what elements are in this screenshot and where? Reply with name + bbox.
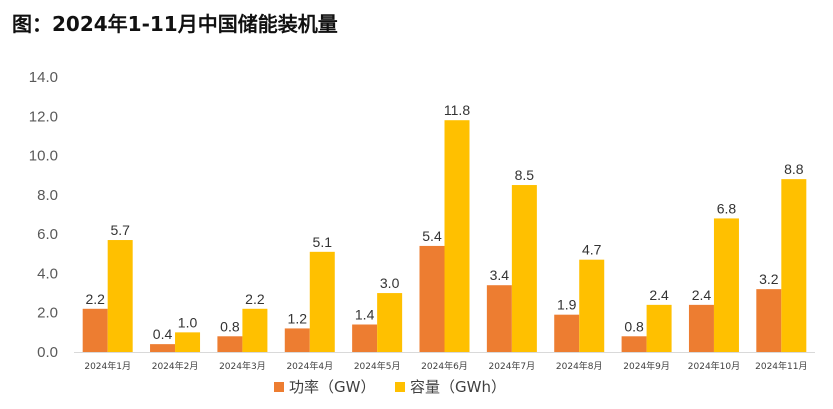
bar-capacity [377, 293, 403, 352]
y-tick-label: 4.0 [37, 265, 58, 282]
bar-power [621, 336, 647, 352]
data-label: 0.8 [624, 318, 644, 334]
x-tick-label: 2024年7月 [489, 360, 536, 372]
data-label: 2.2 [245, 291, 265, 307]
legend-label: 容量（GWh） [410, 378, 506, 396]
chart-title: 图：2024年1-11月中国储能装机量 [12, 12, 338, 36]
bar-power [82, 308, 108, 352]
bar-power [756, 289, 782, 352]
bar-capacity [444, 120, 470, 352]
x-tick-label: 2024年10月 [688, 360, 740, 372]
legend-swatch [395, 382, 405, 392]
bars [82, 120, 807, 352]
data-labels: 2.2 5.7 0.4 1.0 0.8 2.2 1.2 5.1 1.4 3.0 5.4 11.8 3.4… [85, 102, 803, 342]
data-label: 1.2 [288, 310, 308, 326]
data-label: 5.1 [313, 234, 333, 250]
x-tick-label: 2024年4月 [286, 360, 333, 372]
bar-power [150, 344, 176, 352]
y-tick-label: 0.0 [37, 344, 58, 361]
bar-capacity [713, 218, 739, 352]
y-tick-label: 14.0 [29, 69, 58, 86]
y-tick-label: 10.0 [29, 148, 58, 165]
data-label: 5.7 [110, 222, 130, 238]
data-label: 8.5 [515, 167, 535, 183]
legend-label: 功率（GW） [289, 378, 375, 396]
bar-power [352, 324, 378, 352]
bar-capacity [579, 259, 605, 352]
data-label: 2.2 [85, 291, 105, 307]
bar-power [419, 245, 445, 352]
data-label: 4.7 [582, 242, 602, 258]
bar-capacity [309, 251, 335, 352]
data-label: 0.8 [220, 318, 240, 334]
data-label: 11.8 [444, 102, 470, 118]
x-tick-label: 2024年8月 [556, 360, 603, 372]
data-label: 8.8 [784, 161, 804, 177]
data-label: 2.4 [649, 287, 669, 303]
bar-power [284, 328, 310, 352]
bar-power [217, 336, 243, 352]
data-label: 1.0 [178, 314, 198, 330]
data-label: 2.4 [692, 287, 712, 303]
y-tick-label: 6.0 [37, 226, 58, 243]
bar-capacity [781, 179, 807, 352]
x-tick-label: 2024年11月 [755, 360, 807, 372]
bar-capacity [175, 332, 201, 352]
bar-power [486, 285, 512, 352]
bar-capacity [242, 308, 268, 352]
bar-power [554, 314, 580, 352]
legend: 功率（GW） 容量（GWh） [274, 378, 506, 396]
y-tick-label: 8.0 [37, 187, 58, 204]
x-tick-label: 2024年9月 [623, 360, 670, 372]
x-tick-label: 2024年6月 [421, 360, 468, 372]
y-axis: 0.0 2.0 4.0 6.0 8.0 10.0 12.0 14.0 [29, 69, 58, 361]
data-label: 6.8 [717, 200, 737, 216]
bar-capacity [511, 185, 537, 352]
x-tick-label: 2024年5月 [354, 360, 401, 372]
data-label: 0.4 [153, 326, 173, 342]
data-label: 1.9 [557, 297, 577, 313]
data-label: 5.4 [422, 228, 442, 244]
y-tick-label: 2.0 [37, 305, 58, 322]
bar-power [688, 304, 714, 352]
data-label: 1.4 [355, 307, 375, 323]
x-tick-label: 2024年2月 [152, 360, 199, 372]
data-label: 3.4 [490, 267, 510, 283]
x-axis: 2024年1月 2024年2月 2024年3月 2024年4月 2024年5月 2024年… [84, 360, 807, 372]
data-label: 3.0 [380, 275, 400, 291]
bar-capacity [107, 240, 133, 352]
x-tick-label: 2024年3月 [219, 360, 266, 372]
legend-swatch [274, 382, 284, 392]
bar-capacity [646, 304, 672, 352]
data-label: 3.2 [759, 271, 779, 287]
y-tick-label: 12.0 [29, 108, 58, 125]
x-tick-label: 2024年1月 [84, 360, 131, 372]
